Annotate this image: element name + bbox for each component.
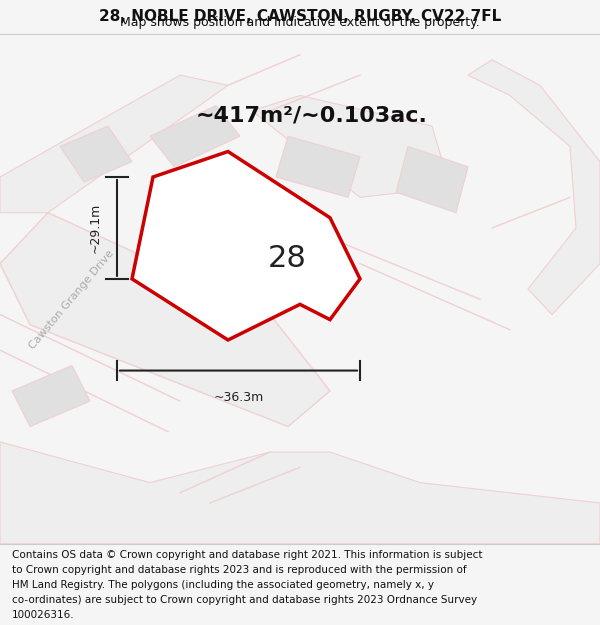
Text: Map shows position and indicative extent of the property.: Map shows position and indicative extent… bbox=[120, 16, 480, 29]
Text: ~29.1m: ~29.1m bbox=[89, 202, 102, 253]
Text: co-ordinates) are subject to Crown copyright and database rights 2023 Ordnance S: co-ordinates) are subject to Crown copyr… bbox=[12, 596, 477, 606]
Text: 100026316.: 100026316. bbox=[12, 611, 74, 621]
Polygon shape bbox=[0, 75, 228, 213]
Polygon shape bbox=[252, 96, 450, 198]
Polygon shape bbox=[276, 136, 360, 198]
Polygon shape bbox=[468, 60, 600, 314]
Polygon shape bbox=[60, 126, 132, 182]
Text: Contains OS data © Crown copyright and database right 2021. This information is : Contains OS data © Crown copyright and d… bbox=[12, 550, 482, 560]
Polygon shape bbox=[132, 151, 360, 340]
Text: 28: 28 bbox=[268, 244, 307, 273]
Text: ~417m²/~0.103ac.: ~417m²/~0.103ac. bbox=[196, 106, 428, 126]
Polygon shape bbox=[0, 442, 600, 544]
Text: HM Land Registry. The polygons (including the associated geometry, namely x, y: HM Land Registry. The polygons (includin… bbox=[12, 580, 434, 590]
Polygon shape bbox=[396, 146, 468, 212]
Text: ~36.3m: ~36.3m bbox=[214, 391, 263, 404]
Polygon shape bbox=[12, 366, 90, 427]
Polygon shape bbox=[0, 213, 330, 427]
Text: 28, NOBLE DRIVE, CAWSTON, RUGBY, CV22 7FL: 28, NOBLE DRIVE, CAWSTON, RUGBY, CV22 7F… bbox=[99, 9, 501, 24]
Text: to Crown copyright and database rights 2023 and is reproduced with the permissio: to Crown copyright and database rights 2… bbox=[12, 565, 467, 575]
Text: Cawston Grange Drive: Cawston Grange Drive bbox=[28, 248, 116, 351]
Polygon shape bbox=[150, 106, 240, 167]
